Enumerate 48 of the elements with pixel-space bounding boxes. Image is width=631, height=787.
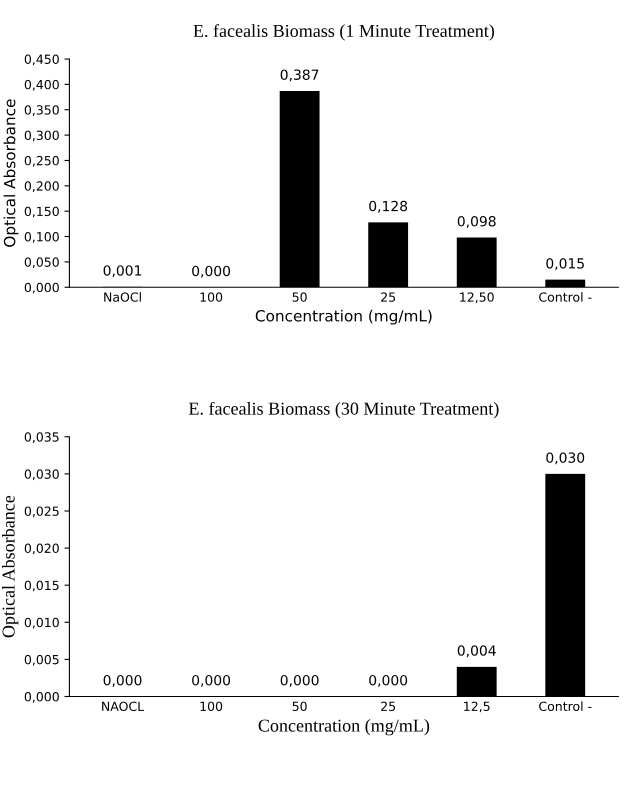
x-tick-label: Control - (539, 292, 592, 302)
y-tick-label: 0,300 (24, 130, 59, 142)
y-tick-label: 0,350 (24, 105, 59, 116)
x-tick-label: Control - (539, 701, 592, 712)
y-tick-label: 0,000 (24, 692, 59, 703)
chart-title: E. facealis Biomass (30 Minute Treatment) (188, 402, 499, 418)
data-label: 0,030 (546, 452, 584, 464)
y-tick-label: 0,400 (24, 80, 59, 91)
data-label: 0,098 (458, 216, 496, 228)
y-tick-label: 0,450 (24, 54, 59, 66)
x-tick-label: 50 (292, 702, 307, 712)
y-tick-label: 0,035 (24, 432, 59, 443)
y-tick-label: 0,025 (24, 506, 59, 518)
x-axis-title: Concentration (mg/mL) (256, 310, 432, 325)
y-tick-label: 0,005 (24, 654, 59, 666)
y-tick-label: 0,010 (24, 618, 59, 628)
y-tick-label: 0,020 (24, 544, 59, 554)
x-tick-label: 100 (200, 292, 222, 302)
data-label: 0,015 (546, 258, 584, 270)
x-tick-label: 12,5 (464, 702, 490, 712)
data-label: 0,000 (192, 674, 230, 687)
data-label: 0,000 (369, 674, 408, 687)
y-tick-label: 0,015 (24, 580, 59, 592)
y-tick-label: 0,200 (24, 181, 59, 192)
y-tick-label: 0,100 (24, 232, 59, 243)
data-label: 0,000 (104, 674, 142, 687)
data-label: 0,000 (280, 674, 319, 687)
x-tick-label: NaOCl (104, 292, 141, 302)
x-tick-label: 50 (292, 292, 307, 302)
x-axis-title: Concentration (mg/mL) (258, 719, 430, 736)
data-label: 0,128 (369, 200, 408, 213)
data-label: 0,000 (192, 266, 230, 278)
y-tick-label: 0,250 (24, 156, 59, 167)
y-tick-label: 0,150 (24, 206, 59, 218)
data-label: 0,387 (280, 69, 318, 82)
y-tick-label: 0,000 (24, 282, 59, 294)
data-label: 0,004 (458, 645, 496, 658)
y-axis-title: Optical Absorbance (2, 496, 18, 638)
y-tick-label: 0,030 (24, 469, 59, 480)
y-axis-title: Optical Absorbance (4, 99, 18, 247)
x-tick-label: NAOCL (102, 702, 144, 712)
x-tick-label: 25 (381, 702, 396, 712)
x-tick-label: 12,50 (460, 292, 494, 304)
y-tick-label: 0,050 (24, 257, 59, 268)
chart-title: E. facealis Biomass (1 Minute Treatment) (193, 24, 494, 41)
x-tick-label: 25 (381, 292, 396, 302)
x-tick-label: 100 (200, 702, 222, 712)
data-label: 0,001 (104, 265, 142, 278)
